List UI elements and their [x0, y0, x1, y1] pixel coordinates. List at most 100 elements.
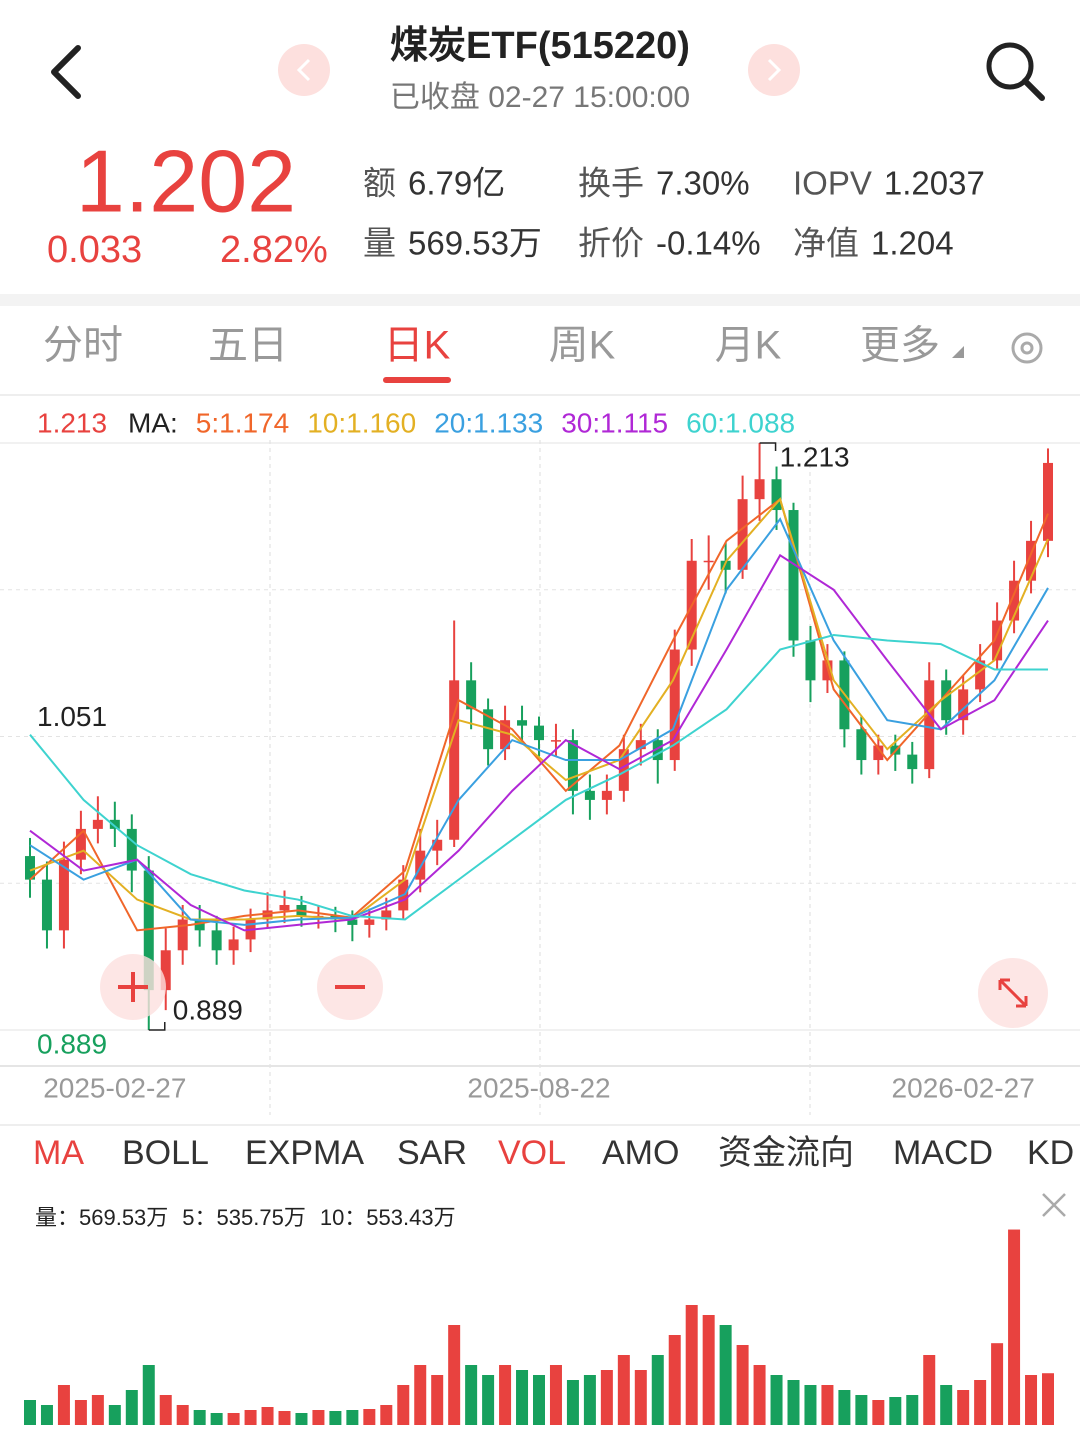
indicator-tab[interactable]: VOL [498, 1134, 566, 1172]
volume-bar [295, 1413, 308, 1425]
volume-bar [906, 1395, 919, 1425]
volume-bar [278, 1411, 291, 1425]
close-volume[interactable] [1042, 1193, 1066, 1217]
volume-bar [770, 1375, 783, 1425]
back-button[interactable] [51, 45, 81, 99]
volume-bar [923, 1355, 936, 1425]
volume-bar [448, 1325, 461, 1425]
candle-body [177, 919, 188, 951]
candle-body [483, 709, 494, 750]
title: 煤炭ETF(515220) [390, 25, 690, 67]
next-button[interactable] [748, 44, 800, 96]
tab[interactable]: 月K [715, 324, 782, 368]
candle-body [500, 720, 511, 750]
volume-bar [617, 1355, 630, 1425]
volume-bar [414, 1365, 427, 1425]
candle-body [720, 560, 731, 570]
candle-body [432, 839, 443, 851]
volume-bar [329, 1411, 342, 1425]
ma-line [29, 497, 1049, 932]
candle-body [737, 499, 748, 570]
volume-bar [804, 1385, 817, 1425]
candle-body [58, 859, 69, 931]
volume-bar [736, 1345, 749, 1425]
change-pct: 2.82% [220, 229, 328, 271]
candle-body [584, 790, 595, 800]
volume-bar [753, 1365, 766, 1425]
stat-value: -0.14% [656, 225, 761, 262]
indicator-tab[interactable]: MACD [893, 1134, 993, 1172]
stat-label: 额 [363, 165, 396, 202]
zoom-in-icon [118, 972, 148, 1002]
more-triangle [952, 346, 964, 358]
candle-body [669, 649, 680, 761]
volume-bar [549, 1365, 562, 1425]
candle-body [228, 939, 239, 951]
volume-bar [855, 1395, 868, 1425]
stat-value: 1.2037 [884, 165, 985, 202]
volume-bar [634, 1370, 647, 1425]
candle-body [1026, 540, 1037, 581]
candle-body [25, 856, 35, 880]
tab[interactable]: 五日 [208, 324, 288, 368]
volume-legend: 10：553.43万 [320, 1205, 456, 1230]
volume-bar [346, 1410, 359, 1425]
search-button[interactable] [986, 42, 1045, 101]
legend-entry: 30:1.115 [561, 407, 668, 438]
x-tick-label: 2025-08-22 [467, 1072, 610, 1103]
volume-bar [838, 1390, 851, 1425]
tab[interactable]: 日K [384, 324, 451, 368]
candle-body [415, 850, 426, 880]
volume-bar [312, 1410, 325, 1425]
candle-body [381, 910, 392, 920]
candle-body [75, 828, 86, 860]
max-label: 1.213 [780, 441, 850, 472]
volume-bar [380, 1405, 393, 1425]
volume-legend: 量：569.53万 [35, 1205, 168, 1230]
x-tick-label: 2026-02-27 [892, 1072, 1035, 1103]
volume-bar [193, 1410, 206, 1425]
candle-body [550, 740, 561, 742]
tab[interactable]: 周K [549, 324, 616, 368]
legend-entry: 10:1.160 [307, 407, 416, 438]
candle-body [635, 740, 646, 750]
volume-bar [685, 1305, 698, 1425]
volume-bar [363, 1409, 376, 1425]
search-icon [986, 42, 1034, 90]
volume-bar [516, 1370, 529, 1425]
fullscreen-icon [998, 978, 1028, 1008]
prev-button[interactable] [278, 44, 330, 96]
candle-body [279, 904, 290, 911]
indicator-tab[interactable]: EXPMA [245, 1134, 364, 1172]
volume-bar [1025, 1375, 1038, 1425]
candle-body [262, 910, 273, 920]
tab[interactable]: 分时 [43, 324, 123, 368]
indicator-tab[interactable]: SAR [397, 1134, 467, 1172]
tab[interactable]: 更多 [860, 324, 940, 368]
volume-bar [397, 1385, 410, 1425]
volume-bar [176, 1405, 189, 1425]
indicator-tab[interactable]: 资金流向 [718, 1134, 854, 1172]
indicator-tab[interactable]: MA [33, 1134, 84, 1172]
candle-body [517, 720, 528, 726]
volume-bar [821, 1385, 834, 1425]
volume-bar [991, 1343, 1004, 1425]
indicator-tab[interactable]: AMO [602, 1134, 679, 1172]
stat-value: 569.53万 [408, 225, 542, 262]
indicator-tab[interactable]: KD [1027, 1134, 1074, 1172]
volume-bar [872, 1400, 885, 1425]
indicator-tab[interactable]: BOLL [122, 1134, 209, 1172]
search-icon [1022, 78, 1045, 101]
candle-body [907, 754, 918, 770]
settings-button[interactable] [1011, 332, 1043, 364]
volume-bar [125, 1390, 138, 1425]
volume-bar [244, 1410, 257, 1425]
volume-bar [261, 1407, 274, 1425]
volume-bar [465, 1365, 478, 1425]
volume-bar [40, 1405, 53, 1425]
volume-bar [600, 1370, 613, 1425]
candle-body [754, 479, 765, 500]
volume-bar [74, 1400, 87, 1425]
volume-bar [227, 1413, 240, 1425]
volume-bar [566, 1380, 579, 1425]
